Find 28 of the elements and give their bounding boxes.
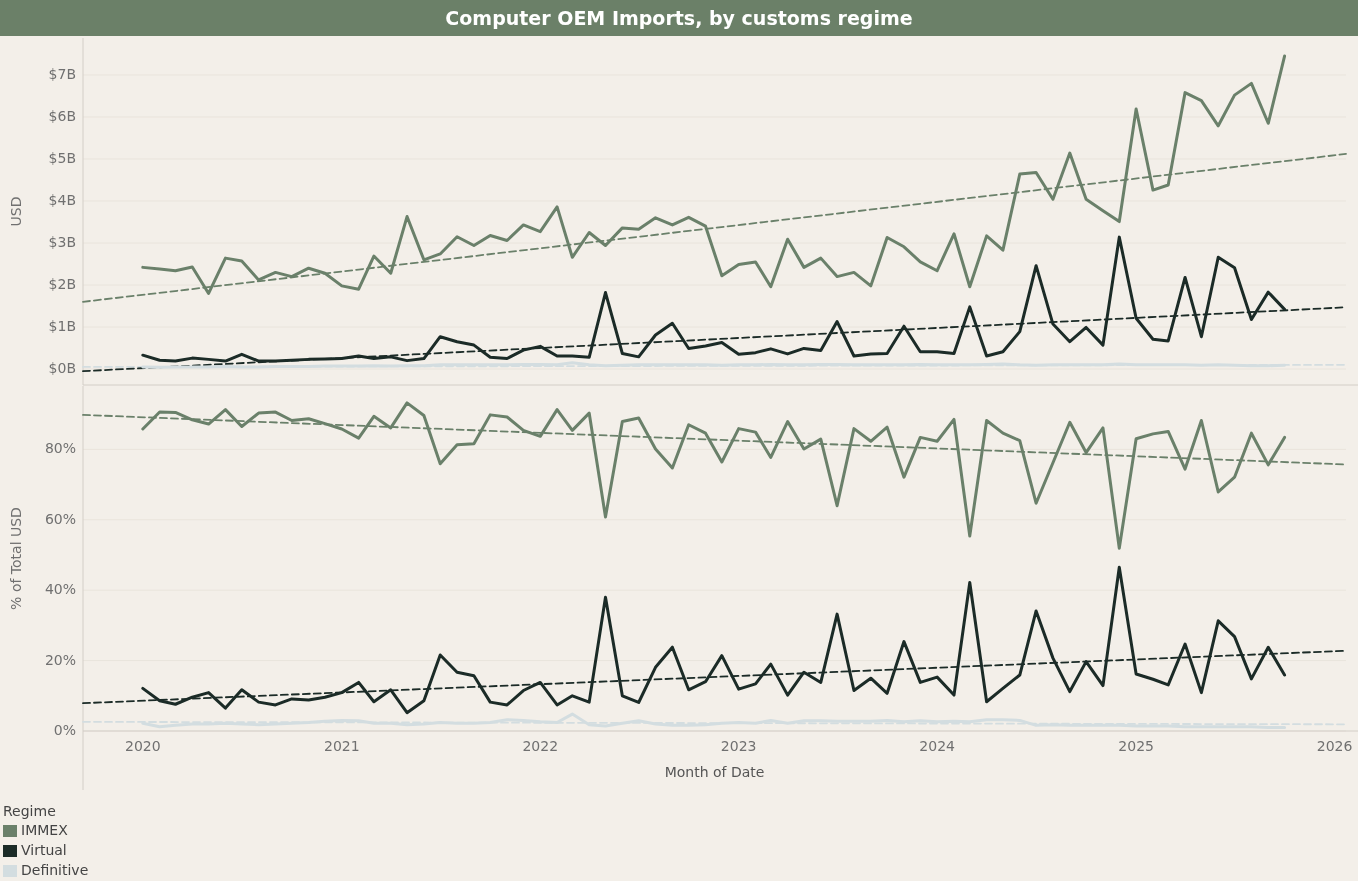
y-tick-label: 0% <box>53 722 76 738</box>
y-axis-title: USD <box>8 196 24 227</box>
x-tick-label: 2023 <box>720 738 757 754</box>
legend-label: Virtual <box>21 842 67 858</box>
x-axis-title: Month of Date <box>664 764 765 780</box>
y-tick-label: $5B <box>48 149 76 166</box>
legend-label: IMMEX <box>21 822 69 838</box>
y-tick-label: $0B <box>48 360 76 377</box>
y-tick-label: $6B <box>48 107 76 124</box>
x-tick-label: 2022 <box>522 738 559 754</box>
y-tick-label: $4B <box>48 192 76 208</box>
y-tick-label: 60% <box>44 510 76 527</box>
x-tick-label: 2020 <box>124 738 161 754</box>
x-tick-label: 2021 <box>323 738 360 754</box>
y-axis-title: % of Total USD <box>8 507 24 610</box>
x-tick-label: 2025 <box>1118 738 1154 754</box>
legend-label: Definitive <box>21 862 89 878</box>
y-tick-label: 20% <box>44 651 76 668</box>
chart-title: Computer OEM Imports, by customs regime <box>445 6 913 29</box>
x-tick-label: 2026 <box>1316 738 1353 754</box>
y-tick-label: $3B <box>48 234 76 251</box>
y-tick-label: $2B <box>48 276 76 293</box>
y-tick-label: $7B <box>48 65 76 82</box>
y-tick-label: 80% <box>44 440 76 457</box>
y-tick-label: $1B <box>48 318 76 335</box>
legend-title: Regime <box>3 803 56 819</box>
y-tick-label: 40% <box>44 581 76 598</box>
x-tick-label: 2024 <box>919 738 956 754</box>
